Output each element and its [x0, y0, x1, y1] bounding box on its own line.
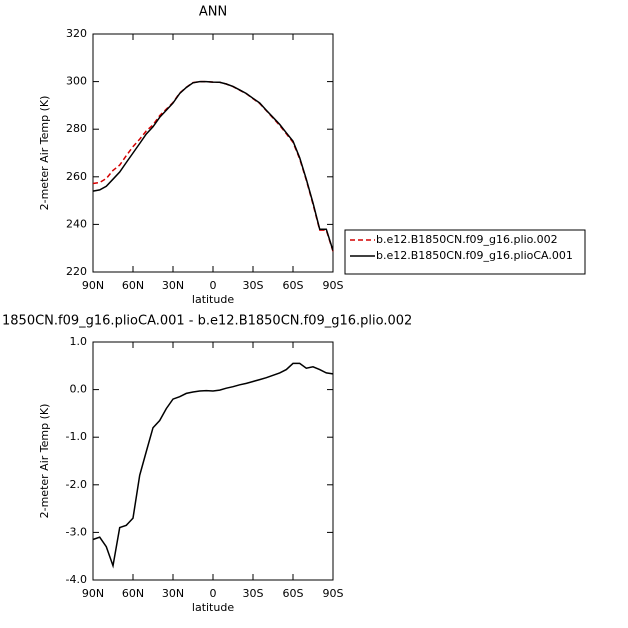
y-tick-label: 240	[66, 217, 87, 230]
y-axis-label: 2-meter Air Temp (K)	[38, 404, 51, 519]
x-tick-label: 90S	[323, 587, 344, 600]
y-tick-label: 320	[66, 27, 87, 40]
y-tick-label: -4.0	[66, 573, 87, 586]
x-tick-label: 90S	[323, 279, 344, 292]
x-tick-label: 90N	[82, 587, 104, 600]
chart-title: ANN	[199, 5, 227, 20]
chart-title: 1850CN.f09_g16.plioCA.001 - b.e12.B1850C…	[2, 314, 412, 329]
x-tick-label: 30S	[243, 279, 264, 292]
x-tick-label: 0	[210, 279, 217, 292]
y-tick-label: -1.0	[66, 430, 87, 443]
legend-box	[344, 229, 586, 275]
y-tick-label: 220	[66, 265, 87, 278]
y-tick-label: 0.0	[70, 383, 88, 396]
x-tick-label: 60N	[122, 279, 144, 292]
x-tick-label: 30N	[162, 279, 184, 292]
legend-label: b.e12.B1850CN.f09_g16.plioCA.001	[376, 249, 573, 262]
data-line	[92, 80, 334, 251]
data-line	[92, 362, 334, 569]
x-tick-label: 60S	[283, 279, 304, 292]
y-tick-label: 300	[66, 75, 87, 88]
x-tick-label: 60S	[283, 587, 304, 600]
y-tick-label: -2.0	[66, 478, 87, 491]
legend-label: b.e12.B1850CN.f09_g16.plio.002	[376, 233, 558, 246]
y-tick-label: 260	[66, 170, 87, 183]
x-axis-label: latitude	[192, 601, 234, 614]
plot-frame	[92, 341, 334, 581]
x-tick-label: 90N	[82, 279, 104, 292]
y-axis-label: 2-meter Air Temp (K)	[38, 96, 51, 211]
x-tick-label: 60N	[122, 587, 144, 600]
y-tick-label: 280	[66, 122, 87, 135]
x-tick-label: 0	[210, 587, 217, 600]
y-tick-label: 1.0	[70, 335, 88, 348]
x-tick-label: 30N	[162, 587, 184, 600]
x-axis-label: latitude	[192, 293, 234, 306]
x-tick-label: 30S	[243, 587, 264, 600]
data-line	[92, 80, 334, 252]
y-tick-label: -3.0	[66, 525, 87, 538]
